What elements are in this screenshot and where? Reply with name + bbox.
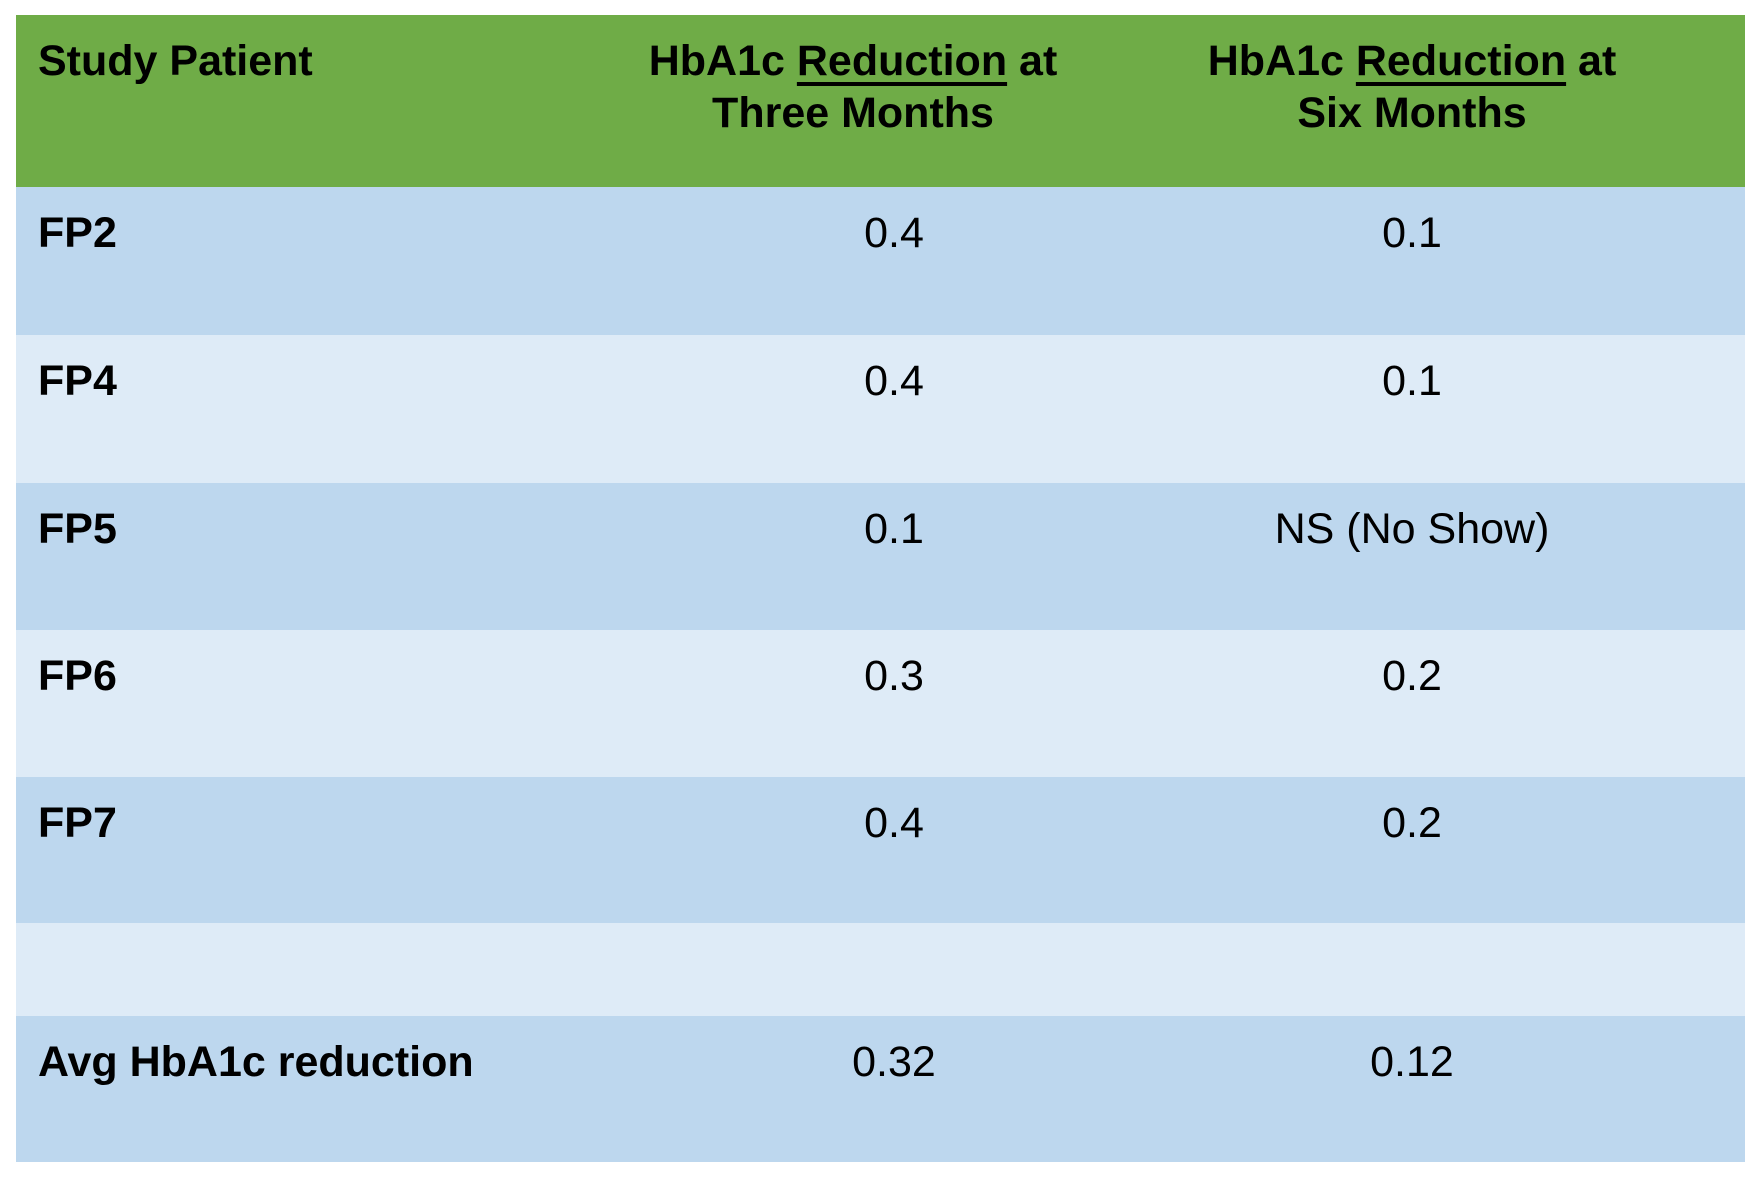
header-six-suffix: at — [1566, 37, 1617, 85]
patient-label: FP7 — [38, 799, 117, 847]
header-six-line2: Six Months — [1297, 89, 1527, 137]
three-months-value: 0.1 — [864, 505, 924, 553]
three-months-avg-value: 0.32 — [852, 1038, 936, 1086]
header-study-patient-label: Study Patient — [38, 37, 313, 85]
table-row-fp2: FP2 0.4 0.1 — [16, 187, 1745, 335]
six-months-cell — [1079, 923, 1745, 1016]
patient-cell — [16, 923, 627, 1016]
six-months-cell: 0.12 — [1079, 1016, 1745, 1162]
header-study-patient: Study Patient — [16, 15, 627, 187]
three-months-value: 0.3 — [864, 652, 924, 700]
header-six-underlined-word: Reduction — [1355, 37, 1567, 85]
three-months-value: 0.4 — [864, 799, 924, 847]
patient-cell: FP7 — [16, 777, 627, 923]
header-six-prefix: HbA1c — [1207, 37, 1356, 85]
patient-cell: FP5 — [16, 483, 627, 630]
three-months-cell: 0.4 — [627, 335, 1079, 483]
table-header-row: Study Patient HbA1c Reduction at Three M… — [16, 15, 1745, 187]
six-months-cell: NS (No Show) — [1079, 483, 1745, 630]
patient-cell: Avg HbA1c reduction — [16, 1016, 627, 1162]
patient-label: FP2 — [38, 209, 117, 257]
header-three-prefix: HbA1c — [648, 37, 797, 85]
patient-cell: FP2 — [16, 187, 627, 335]
table-row-average: Avg HbA1c reduction 0.32 0.12 — [16, 1016, 1745, 1162]
three-months-value: 0.4 — [864, 209, 924, 257]
three-months-cell — [627, 923, 1079, 1016]
three-months-cell: 0.3 — [627, 630, 1079, 777]
three-months-cell: 0.4 — [627, 187, 1079, 335]
six-months-cell: 0.2 — [1079, 630, 1745, 777]
three-months-cell: 0.32 — [627, 1016, 1079, 1162]
patient-label: FP4 — [38, 357, 117, 405]
patient-cell: FP4 — [16, 335, 627, 483]
six-months-value: 0.2 — [1382, 652, 1442, 700]
six-months-cell: 0.1 — [1079, 335, 1745, 483]
three-months-cell: 0.4 — [627, 777, 1079, 923]
patient-label: FP5 — [38, 505, 117, 553]
header-three-suffix: at — [1007, 37, 1058, 85]
patient-cell: FP6 — [16, 630, 627, 777]
header-three-underlined-word: Reduction — [796, 37, 1008, 85]
header-three-line2: Three Months — [712, 89, 994, 137]
six-months-value: 0.1 — [1382, 209, 1442, 257]
table-row-fp5: FP5 0.1 NS (No Show) — [16, 483, 1745, 630]
study-patient-table: Study Patient HbA1c Reduction at Three M… — [16, 15, 1745, 1162]
three-months-cell: 0.1 — [627, 483, 1079, 630]
six-months-cell: 0.1 — [1079, 187, 1745, 335]
six-months-value: 0.1 — [1382, 357, 1442, 405]
table-row-fp4: FP4 0.4 0.1 — [16, 335, 1745, 483]
six-months-value: 0.2 — [1382, 799, 1442, 847]
table-row-fp7: FP7 0.4 0.2 — [16, 777, 1745, 923]
six-months-cell: 0.2 — [1079, 777, 1745, 923]
patient-label: FP6 — [38, 652, 117, 700]
six-months-avg-value: 0.12 — [1370, 1038, 1454, 1086]
three-months-value: 0.4 — [864, 357, 924, 405]
table-row-empty — [16, 923, 1745, 1016]
six-months-value: NS (No Show) — [1274, 505, 1550, 553]
table-row-fp6: FP6 0.3 0.2 — [16, 630, 1745, 777]
header-reduction-three-months: HbA1c Reduction at Three Months — [627, 15, 1079, 187]
header-reduction-six-months: HbA1c Reduction at Six Months — [1079, 15, 1745, 187]
avg-label: Avg HbA1c reduction — [38, 1038, 474, 1086]
